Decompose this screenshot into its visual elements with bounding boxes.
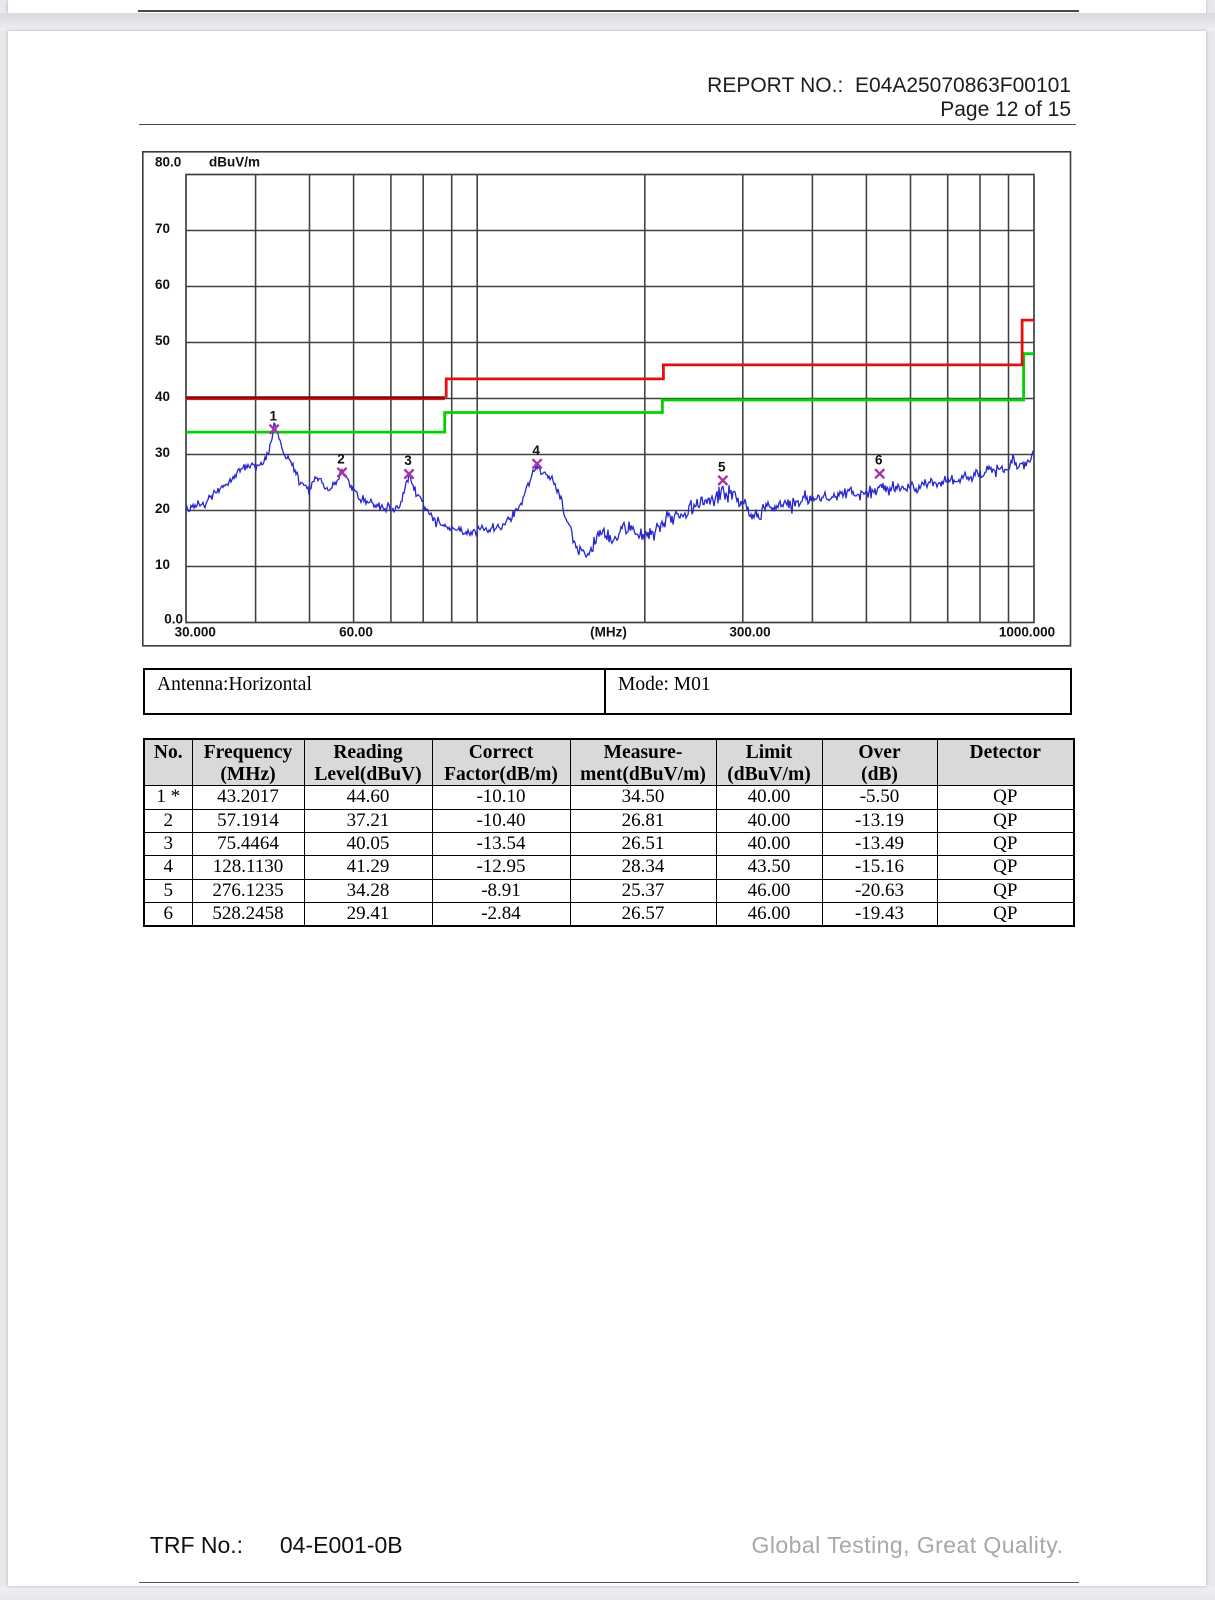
svg-text:40: 40 bbox=[155, 389, 170, 404]
svg-text:4: 4 bbox=[532, 443, 540, 458]
svg-text:60.00: 60.00 bbox=[339, 625, 373, 640]
svg-text:(MHz): (MHz) bbox=[590, 625, 627, 640]
svg-text:50: 50 bbox=[155, 333, 170, 348]
svg-text:70: 70 bbox=[155, 221, 170, 236]
svg-text:6: 6 bbox=[875, 453, 883, 468]
svg-text:1000.000: 1000.000 bbox=[999, 625, 1055, 640]
svg-text:80.0: 80.0 bbox=[155, 155, 181, 170]
svg-text:10: 10 bbox=[155, 557, 170, 572]
svg-text:300.00: 300.00 bbox=[729, 625, 770, 640]
svg-text:1: 1 bbox=[269, 408, 277, 423]
svg-text:20: 20 bbox=[155, 501, 170, 516]
svg-text:0.0: 0.0 bbox=[164, 611, 183, 626]
svg-text:2: 2 bbox=[337, 451, 345, 466]
svg-text:60: 60 bbox=[155, 277, 170, 292]
svg-text:dBuV/m: dBuV/m bbox=[209, 155, 260, 170]
svg-text:30.000: 30.000 bbox=[175, 625, 216, 640]
svg-text:3: 3 bbox=[404, 453, 412, 468]
svg-text:5: 5 bbox=[718, 459, 726, 474]
svg-text:30: 30 bbox=[155, 445, 170, 460]
